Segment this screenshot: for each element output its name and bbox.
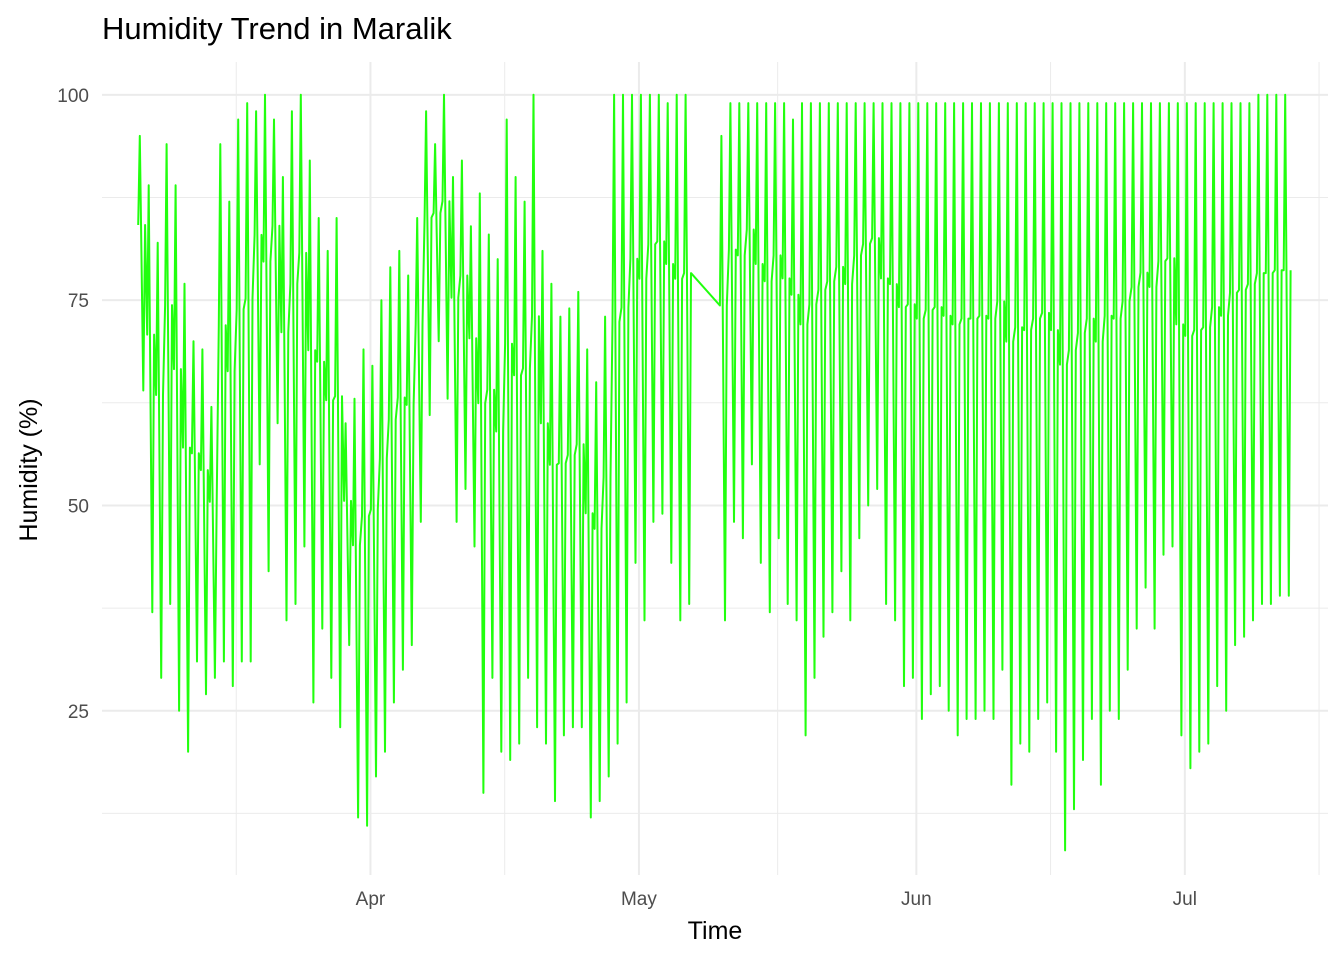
y-axis-tick-labels: 25 50 75 100 — [57, 86, 89, 723]
x-tick-label: Jun — [901, 889, 932, 910]
y-tick-label: 25 — [68, 702, 89, 723]
x-axis-title: Time — [688, 917, 743, 945]
y-tick-label: 50 — [68, 496, 89, 517]
y-tick-label: 75 — [68, 291, 89, 312]
x-tick-label: Apr — [356, 889, 386, 910]
minor-gridlines — [102, 62, 1328, 875]
x-tick-label: May — [621, 889, 657, 910]
x-tick-label: Jul — [1173, 889, 1197, 910]
x-axis-tick-labels: Apr May Jun Jul — [356, 889, 1197, 910]
y-axis-title: Humidity (%) — [15, 398, 43, 541]
humidity-series-line — [137, 93, 1292, 852]
chart-title: Humidity Trend in Maralik — [102, 11, 452, 46]
y-tick-label: 100 — [57, 86, 89, 107]
